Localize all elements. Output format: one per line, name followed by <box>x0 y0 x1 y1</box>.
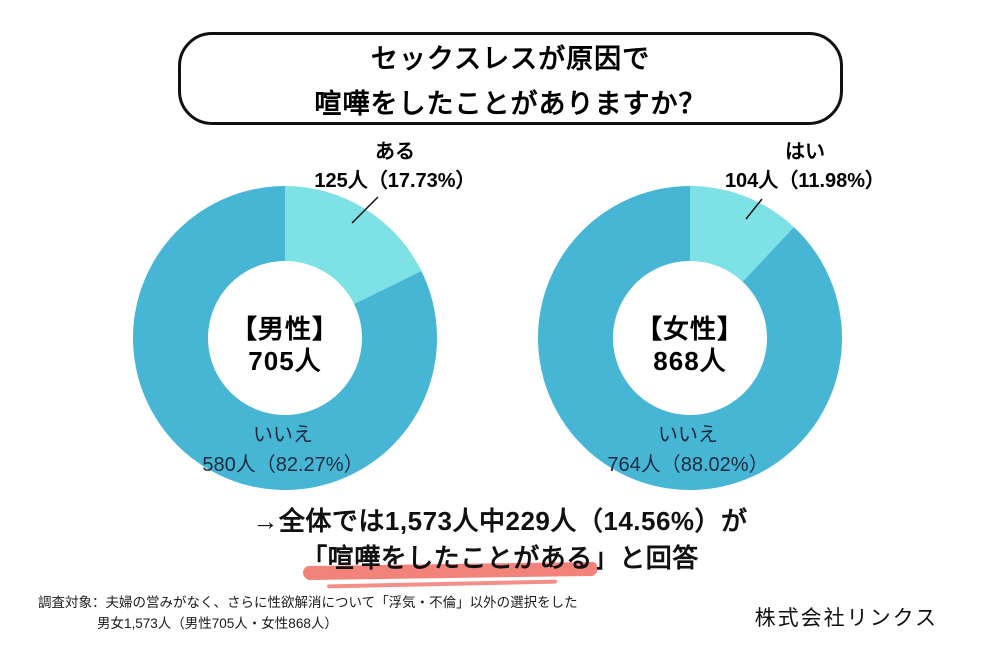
female-yes-value: 104人（11.98%） <box>724 170 886 192</box>
male-yes-label: ある <box>375 141 415 163</box>
summary-block: →全体では1,573人中229人（14.56%）が 「喧嘩をしたことがある」と回… <box>0 503 1000 577</box>
female-total-count: 868人 <box>653 346 727 376</box>
female-yes-callout: はい 104人（11.98%） <box>675 138 935 196</box>
summary-line2: 「喧嘩をしたことがある」と回答 <box>0 540 1000 577</box>
title-box: セックスレスが原因で 喧嘩をしたことがありますか？ <box>178 32 843 125</box>
female-group-label: 【女性】 <box>635 314 744 344</box>
male-no-label: いいえ <box>253 424 313 446</box>
donut-slice-いいえ <box>133 186 437 490</box>
page-title-line1: セックスレスが原因で <box>370 43 651 74</box>
female-no-label-block: いいえ 764人（88.02%） <box>568 420 808 480</box>
donut-slice-いいえ <box>538 186 842 490</box>
male-yes-callout: ある 125人（17.73%） <box>265 138 525 196</box>
footnote-line1: 調査対象：夫婦の営みがなく、さらに性欲解消について「浮気・不倫」以外の選択をした <box>38 595 578 610</box>
female-center-label: 【女性】 868人 <box>590 313 790 377</box>
female-no-label: いいえ <box>658 424 718 446</box>
page-title-line2: 喧嘩をしたことがありますか？ <box>314 88 707 119</box>
male-total-count: 705人 <box>248 346 322 376</box>
female-yes-label: はい <box>785 141 825 163</box>
donut-slice-ある <box>285 186 422 305</box>
female-no-value: 764人（88.02%） <box>607 454 769 476</box>
footnote-line2: 男女1,573人（男性705人・女性868人） <box>97 616 338 631</box>
male-no-value: 580人（82.27%） <box>202 454 364 476</box>
company-name: 株式会社リンクス <box>754 607 938 630</box>
summary-line2-suffix: 」と回答 <box>592 543 699 573</box>
male-no-label-block: いいえ 580人（82.27%） <box>163 420 403 480</box>
female-donut-chart <box>538 186 842 490</box>
donut-slice-はい <box>690 186 794 282</box>
summary-line1: →全体では1,573人中229人（14.56%）が <box>252 506 748 536</box>
male-yes-value: 125人（17.73%） <box>314 170 476 192</box>
survey-footnote: 調査対象：夫婦の営みがなく、さらに性欲解消について「浮気・不倫」以外の選択をした… <box>38 592 578 634</box>
male-group-label: 【男性】 <box>230 314 339 344</box>
male-center-label: 【男性】 705人 <box>185 313 385 377</box>
summary-highlighted-phrase: 「喧嘩をしたことがある <box>301 540 593 577</box>
male-donut-chart <box>133 186 437 490</box>
